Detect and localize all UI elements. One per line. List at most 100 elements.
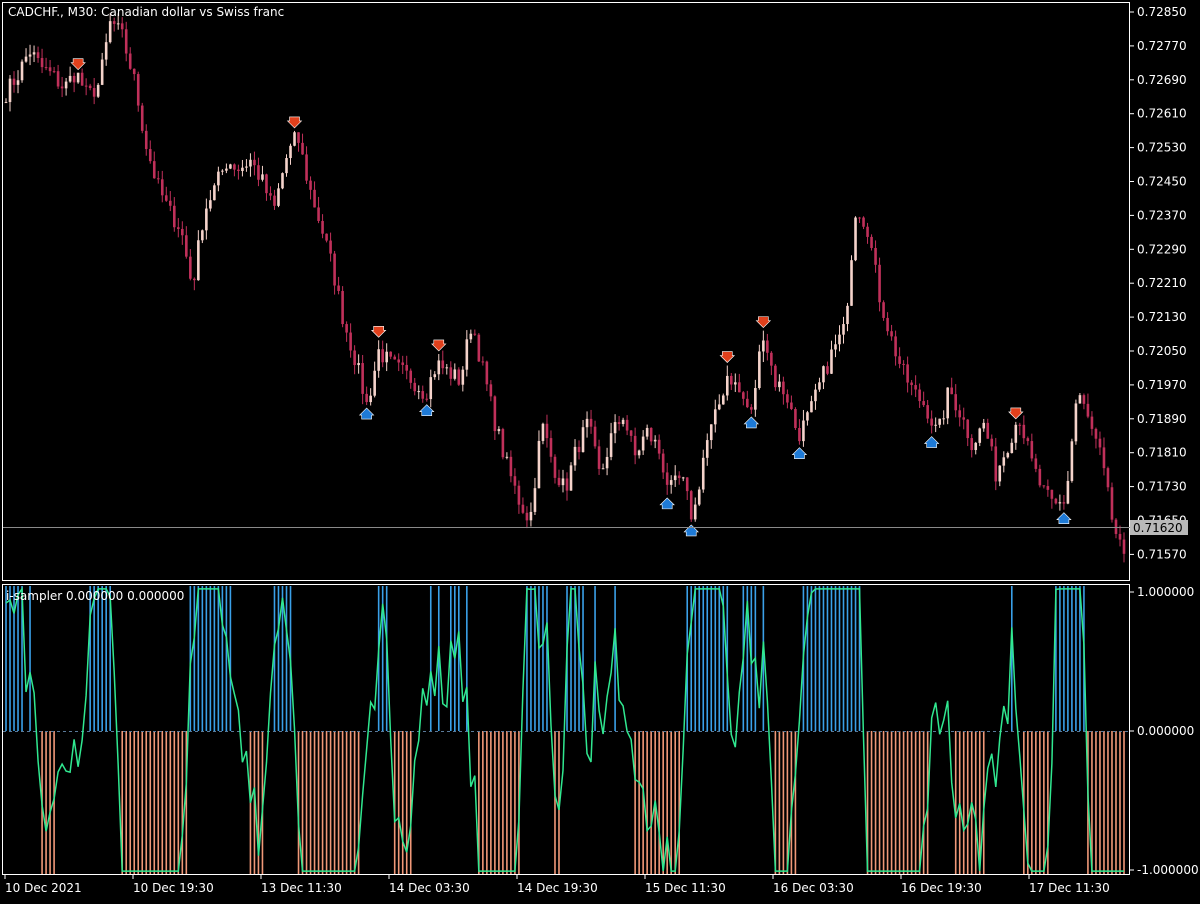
candle-body [521, 504, 525, 513]
candle-body [481, 361, 485, 363]
price-tick-label: 0.72770 [1137, 39, 1187, 53]
candle-body [661, 453, 665, 473]
indicator-axis[interactable]: 1.000000 0.000000 -1.000000 [1130, 585, 1199, 877]
candle-body [786, 394, 789, 403]
candle-body [209, 200, 212, 209]
candle-body [1034, 458, 1038, 469]
candle-body [669, 480, 673, 485]
candle-body [437, 360, 441, 375]
candle-body [465, 339, 469, 370]
candle-body [677, 475, 681, 479]
candle-body [1082, 395, 1086, 404]
candle-body [1030, 441, 1034, 459]
candle-body [1066, 480, 1070, 504]
candle-body [241, 167, 244, 172]
candle-body [589, 418, 593, 427]
current-price-tag-bg [1130, 520, 1188, 535]
candle-body [48, 67, 52, 72]
buy-arrow-icon [358, 407, 375, 420]
candle-body [177, 227, 180, 229]
candle-body [405, 364, 409, 371]
candle-body [621, 419, 625, 425]
current-price-label: 0.71620 [1133, 521, 1183, 535]
candle-body [593, 426, 597, 447]
candle-body [329, 240, 332, 254]
candle-body [834, 344, 837, 350]
candle-body [934, 424, 937, 426]
candle-body [193, 278, 196, 281]
candle-body [285, 158, 288, 174]
candle-body [581, 427, 585, 453]
indicator-panel-title: i-sampler 0.000000 0.000000 [6, 589, 184, 603]
candle-body [705, 440, 709, 458]
candle-body [1026, 438, 1030, 442]
candle-body [52, 71, 56, 73]
candle-body [1046, 486, 1050, 490]
candle-body [140, 105, 144, 131]
candle-body [918, 389, 921, 402]
time-tick-label: 17 Dec 11:30 [1029, 881, 1110, 895]
candle-body [76, 72, 80, 83]
candle-body [525, 512, 529, 521]
buy-arrow-icon [659, 497, 675, 510]
candle-body [529, 511, 533, 521]
candle-body [1090, 416, 1094, 429]
price-tick-label: 0.72530 [1137, 141, 1187, 155]
candle-body [549, 438, 553, 457]
price-tick-label: 0.71970 [1137, 378, 1187, 392]
candle-body [112, 21, 116, 24]
candle-body [160, 179, 164, 196]
time-axis[interactable]: 10 Dec 2021 10 Dec 19:30 13 Dec 11:30 14 De… [4, 875, 1110, 895]
candle-body [742, 392, 745, 399]
candle-body [697, 489, 701, 505]
candle-body [249, 159, 252, 167]
candle-body [341, 290, 344, 325]
candle-body [333, 253, 336, 286]
candle-body [56, 71, 60, 87]
candle-body [1110, 487, 1114, 520]
candle-body [770, 352, 773, 366]
candle-body [72, 75, 76, 83]
candle-body [922, 401, 925, 406]
candle-body [301, 142, 304, 155]
candle-body [1006, 453, 1010, 458]
candle-body [930, 418, 933, 426]
candle-body [373, 370, 376, 396]
candle-body [197, 240, 200, 281]
candle-body [1086, 403, 1090, 417]
candle-body [213, 185, 216, 201]
candle-body [850, 260, 853, 306]
candle-body [441, 360, 445, 369]
candle-body [1014, 424, 1018, 443]
candle-body [870, 236, 873, 248]
candle-body [357, 363, 360, 366]
candle-body [946, 387, 949, 419]
candle-body [609, 433, 613, 457]
candle-body [962, 417, 966, 420]
candle-body [233, 164, 236, 170]
candle-body [229, 164, 232, 169]
buy-arrow-icon [1056, 512, 1072, 525]
time-tick-label: 14 Dec 03:30 [389, 881, 470, 895]
candle-body [1074, 403, 1078, 442]
candle-body [557, 477, 561, 486]
candle-body [277, 188, 280, 206]
candle-body [417, 391, 421, 393]
price-panel[interactable]: CADCHF., M30: Canadian dollar vs Swiss f… [2, 2, 1131, 581]
indicator-panel[interactable]: i-sampler 0.000000 0.000000 [2, 584, 1131, 875]
candle-body [293, 132, 296, 146]
candle-body [189, 256, 192, 279]
candle-body [20, 61, 24, 81]
sell-arrow-icon [70, 58, 86, 71]
candle-body [289, 145, 292, 159]
candle-body [96, 84, 100, 97]
time-tick-label: 13 Dec 11:30 [261, 881, 342, 895]
candle-body [104, 42, 108, 60]
candle-body [577, 446, 581, 453]
candle-body [108, 21, 112, 43]
candle-body [281, 173, 284, 189]
candle-body [429, 377, 433, 400]
candle-body [389, 351, 392, 357]
candle-body [445, 367, 449, 369]
